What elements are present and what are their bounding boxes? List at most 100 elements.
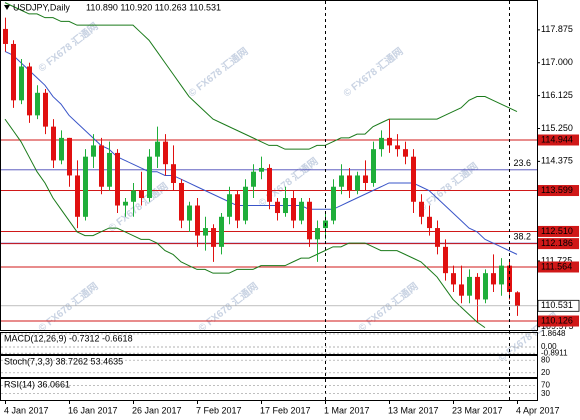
symbol-icon (4, 5, 10, 10)
candle-body (331, 186, 336, 221)
candle-body (299, 201, 304, 221)
fib-label: 23.6 (513, 158, 531, 168)
candle-body (195, 205, 200, 236)
candle-body (219, 216, 224, 247)
candle-body (307, 201, 312, 240)
candle-body (395, 145, 400, 150)
candle-body (155, 141, 160, 157)
candle-body (459, 284, 464, 296)
candle-body (163, 141, 168, 165)
indicator-line (4, 118, 486, 329)
level-box (538, 225, 579, 237)
y-tick-label: 111.725 (541, 255, 572, 265)
candle-body (435, 228, 440, 247)
candle-body (267, 167, 272, 202)
candle-body (147, 156, 152, 199)
indicator-tick-label: 30 (541, 389, 550, 398)
candle-body (355, 175, 360, 191)
x-tick-label: 1 Mar 2017 (324, 405, 370, 415)
candle-body (419, 201, 424, 217)
candle-body (99, 145, 104, 187)
x-tick-label: 4 Apr 2017 (516, 405, 560, 415)
candle-body (371, 149, 376, 183)
level-label: 111.564 (541, 261, 572, 271)
candle-body (339, 175, 344, 187)
indicator-tick-label: -0.8911 (541, 348, 568, 357)
level-label: 113.599 (541, 185, 573, 195)
candle-body (379, 137, 384, 150)
candle-body (11, 43, 16, 101)
candle-body (451, 273, 456, 285)
y-tick-label: 117.875 (541, 24, 573, 34)
candle-body (27, 66, 32, 116)
indicator-title: Stoch(7,3,3) 38.7262 53.4635 (4, 356, 123, 366)
x-tick-label: 26 Jan 2017 (132, 405, 182, 415)
candle-body (123, 201, 128, 206)
candle-body (67, 137, 72, 176)
header-quote: 110.890 110.920 110.263 110.531 (86, 2, 221, 12)
candle-body (467, 276, 472, 296)
candle-body (403, 149, 408, 157)
candle-body (235, 194, 240, 221)
stoch-frame (0, 355, 538, 378)
candle-body (131, 190, 136, 202)
candle-body (427, 216, 432, 229)
macd-frame (0, 332, 538, 355)
indicator-tick-label: 20 (541, 368, 550, 377)
level-label: 110.126 (541, 315, 573, 325)
candle-body (275, 201, 280, 214)
candle-body (515, 292, 520, 306)
y-tick-label: 114.375 (541, 156, 573, 166)
level-box (538, 134, 579, 146)
indicator-line (4, 2, 518, 150)
candle-body (491, 273, 496, 285)
indicator-line (4, 51, 518, 255)
y-tick-label: 117.000 (541, 57, 573, 67)
candle-body (259, 167, 264, 172)
candle-body (387, 137, 392, 146)
chart-title: USDJPY,Daily (13, 2, 70, 12)
indicator-tick-label: 0.00 (541, 342, 557, 351)
candle-body (35, 92, 40, 116)
indicator-tick-label: 80 (541, 355, 550, 364)
candle-body (363, 175, 368, 183)
x-tick-label: 7 Feb 2017 (196, 405, 242, 415)
candle-body (3, 28, 8, 44)
indicator-title: RSI(14) 36.0661 (4, 379, 70, 389)
level-label: 114.944 (541, 134, 573, 144)
candle-body (283, 198, 288, 214)
candle-body (187, 205, 192, 221)
candle-body (43, 92, 48, 127)
candle-body (75, 175, 80, 217)
x-tick-label: 17 Feb 2017 (260, 405, 311, 415)
candle-body (475, 276, 480, 300)
indicator-title: MACD(12,26,9) -0.7312 -0.6618 (4, 333, 133, 343)
x-tick-label: 23 Mar 2017 (452, 405, 503, 415)
candle-body (483, 273, 488, 300)
candle-body (443, 246, 448, 274)
level-label: 112.510 (541, 226, 573, 236)
candle-body (347, 175, 352, 191)
candle-body (203, 228, 208, 236)
candle-body (59, 137, 64, 161)
rsi-frame (0, 378, 538, 401)
candle-body (179, 182, 184, 221)
candle-body (227, 194, 232, 217)
candle-body (251, 171, 256, 187)
indicator-tick-label: 1.8648 (541, 329, 566, 338)
level-label: 112.186 (541, 238, 573, 248)
candle-body (243, 186, 248, 221)
candle-body (211, 228, 216, 247)
level-box (538, 315, 579, 327)
level-box (538, 238, 579, 250)
level-box (538, 261, 579, 273)
candle-body (315, 228, 320, 240)
candle-body (51, 126, 56, 161)
indicator-tick-label: 70 (541, 380, 550, 389)
candle-body (139, 190, 144, 199)
fib-label: 38.2 (513, 231, 531, 241)
main-frame (0, 0, 538, 331)
